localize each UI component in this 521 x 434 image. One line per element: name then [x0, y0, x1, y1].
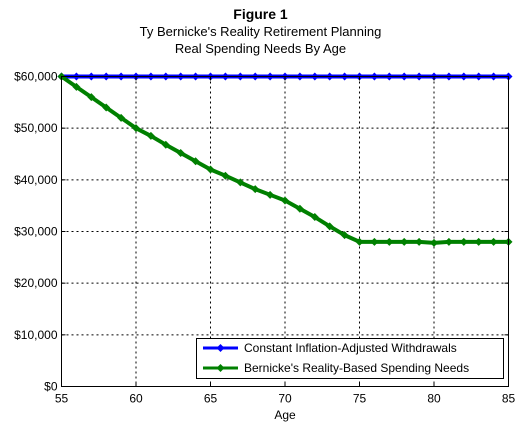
data-point: [72, 82, 81, 91]
axis-ticks: [61, 76, 509, 387]
data-point: [310, 213, 319, 222]
data-point: [132, 124, 140, 133]
data-point: [400, 237, 409, 246]
tick-labels: 55 60 65 70 75 80 85 $0 $10,000 $20,000 $30,000 $40…: [14, 70, 515, 406]
x-tick-label: 80: [427, 392, 441, 406]
data-point: [266, 190, 275, 199]
chart-title: Figure 1: [233, 6, 288, 22]
legend-label-constant: Constant Inflation-Adjusted Withdrawals: [244, 341, 457, 355]
data-point: [281, 196, 289, 205]
data-point: [385, 237, 394, 246]
legend-label-reality: Bernicke's Reality-Based Spending Needs: [244, 361, 469, 375]
data-point: [355, 237, 364, 246]
data-point: [489, 237, 498, 246]
y-tick-label: $60,000: [14, 70, 58, 84]
x-tick-label: 75: [353, 392, 367, 406]
legend-marker: [216, 344, 225, 352]
data-point: [340, 231, 349, 240]
y-tick-label: $30,000: [14, 225, 58, 239]
data-point: [117, 113, 126, 122]
y-tick-label: $50,000: [14, 121, 58, 135]
data-point: [206, 165, 215, 174]
y-tick-label: $40,000: [14, 173, 58, 187]
data-point: [415, 237, 424, 246]
legend: Constant Inflation-Adjusted Withdrawals …: [196, 338, 504, 379]
data-point: [444, 237, 453, 246]
data-point: [161, 140, 170, 149]
data-point: [474, 237, 483, 246]
x-tick-label: 65: [204, 392, 218, 406]
series-lines: [57, 72, 513, 247]
chart-title-block: Figure 1 Ty Bernicke's Reality Retiremen…: [0, 6, 521, 57]
data-point: [370, 237, 379, 246]
legend-box: [196, 338, 504, 379]
y-tick-label: $10,000: [14, 328, 58, 342]
data-point: [146, 131, 155, 140]
chart-subtitle-line-1: Ty Bernicke's Reality Retirement Plannin…: [139, 24, 382, 39]
data-point: [221, 171, 230, 180]
data-point: [236, 178, 245, 187]
x-axis-label: Age: [274, 408, 296, 422]
data-point: [325, 222, 334, 231]
x-tick-label: 55: [55, 392, 69, 406]
data-point: [430, 238, 438, 247]
data-point: [295, 204, 304, 213]
data-point: [459, 237, 468, 246]
legend-marker: [216, 364, 225, 372]
x-tick-label: 85: [502, 392, 516, 406]
data-point: [251, 185, 260, 194]
x-tick-label: 60: [129, 392, 143, 406]
data-point: [176, 148, 185, 157]
data-point: [191, 157, 200, 166]
x-tick-label: 70: [278, 392, 292, 406]
data-point: [102, 103, 111, 112]
y-tick-label: $20,000: [14, 276, 58, 290]
data-point: [87, 93, 96, 102]
y-tick-label: $0: [44, 380, 58, 394]
chart-subtitle-line-2: Real Spending Needs By Age: [174, 41, 347, 56]
